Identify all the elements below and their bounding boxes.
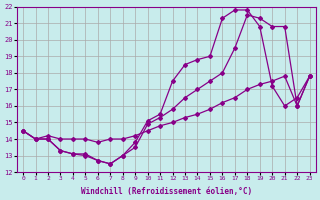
- X-axis label: Windchill (Refroidissement éolien,°C): Windchill (Refroidissement éolien,°C): [81, 187, 252, 196]
